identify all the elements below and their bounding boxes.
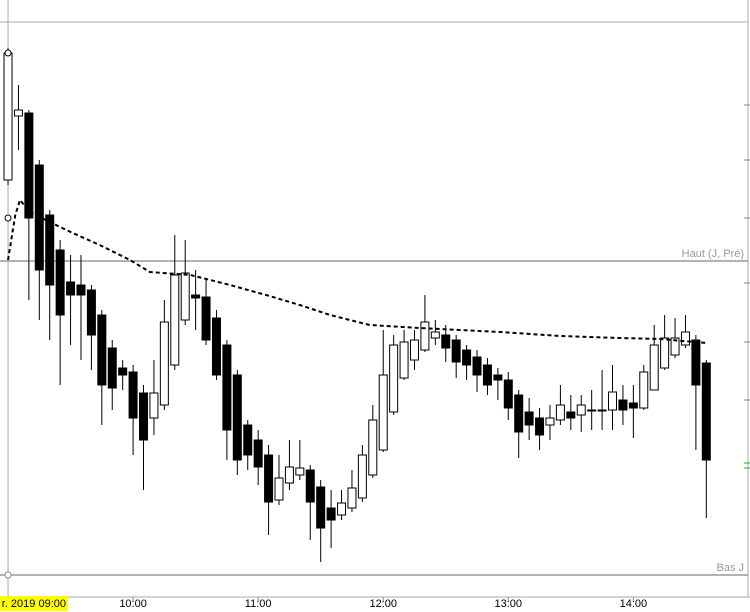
candle-body	[243, 424, 253, 456]
candle-body	[128, 371, 138, 419]
candle-body	[45, 214, 55, 286]
candle-body	[378, 374, 388, 451]
candle-body	[576, 404, 586, 416]
candle-body	[545, 417, 555, 426]
candle-body	[555, 404, 565, 421]
candle-body	[97, 314, 107, 386]
candle-body	[660, 337, 670, 369]
candle-body	[24, 112, 34, 219]
candle-body	[76, 284, 86, 296]
candle-body	[409, 339, 419, 361]
marker	[4, 571, 12, 579]
candle-body	[587, 409, 597, 412]
candle-body	[305, 469, 315, 503]
level-label: Haut (J, Pré)	[682, 248, 744, 260]
candle-body	[347, 487, 357, 509]
candle-body	[13, 109, 23, 117]
candle-body	[649, 344, 659, 391]
candle-body	[524, 411, 534, 426]
x-tick-label: 14:00	[620, 598, 648, 610]
candle-body	[597, 409, 607, 412]
level-label: Bas J	[716, 562, 744, 574]
candle-body	[316, 486, 326, 529]
candle-body	[180, 272, 190, 321]
candle-body	[430, 331, 440, 339]
candle-body	[389, 344, 399, 413]
candle-body	[472, 356, 482, 376]
candle-body	[295, 467, 305, 476]
candle-body	[264, 454, 274, 503]
candle-body	[107, 347, 117, 389]
candle-body	[420, 321, 430, 351]
candle-body	[337, 502, 347, 516]
candle-body	[55, 249, 65, 316]
x-tick-label: 11:00	[245, 598, 272, 610]
candle-body	[441, 334, 451, 349]
candle-body	[451, 339, 461, 363]
right-scale-ticks	[744, 104, 750, 469]
candle-body	[159, 321, 169, 406]
candle-body	[566, 411, 576, 419]
candle-body	[462, 349, 472, 366]
candle-body	[691, 339, 701, 386]
candle-body	[326, 507, 336, 521]
candle-body	[680, 331, 690, 346]
candle-body	[503, 379, 513, 409]
candle-body	[232, 374, 242, 461]
candle-body	[628, 402, 638, 409]
candle-body	[608, 391, 618, 411]
candle-body	[222, 344, 232, 431]
candle-body	[670, 337, 680, 356]
candle-body	[514, 394, 524, 433]
x-tick-label: 13:00	[495, 598, 523, 610]
candle-body	[3, 52, 13, 181]
candle-body	[66, 281, 76, 296]
candle-body	[368, 419, 378, 476]
candle-body	[201, 296, 211, 341]
candle-body	[253, 439, 263, 468]
candle-body	[170, 274, 180, 366]
candle-body	[118, 367, 128, 376]
date-highlight	[0, 596, 68, 611]
moving-average	[7, 197, 707, 344]
candle-body	[357, 454, 367, 499]
candle-body	[618, 399, 628, 411]
candle-body	[86, 289, 96, 336]
candle-body	[493, 374, 503, 381]
candle-body	[284, 466, 294, 484]
candle-body	[139, 392, 149, 441]
candle-body	[399, 341, 409, 379]
marker	[4, 214, 12, 222]
candle-body	[149, 392, 159, 419]
candle-body	[191, 294, 201, 299]
candle-body	[535, 417, 545, 436]
candle-body	[482, 364, 492, 386]
marker	[4, 49, 12, 57]
candle-body	[274, 477, 284, 501]
candle-body	[639, 371, 649, 409]
x-tick-label: 10:00	[119, 598, 147, 610]
x-tick-label: r. 2019 09:00	[2, 598, 66, 610]
candle-body	[701, 362, 711, 461]
x-tick-label: 12:00	[369, 598, 397, 610]
candle-body	[211, 317, 221, 376]
